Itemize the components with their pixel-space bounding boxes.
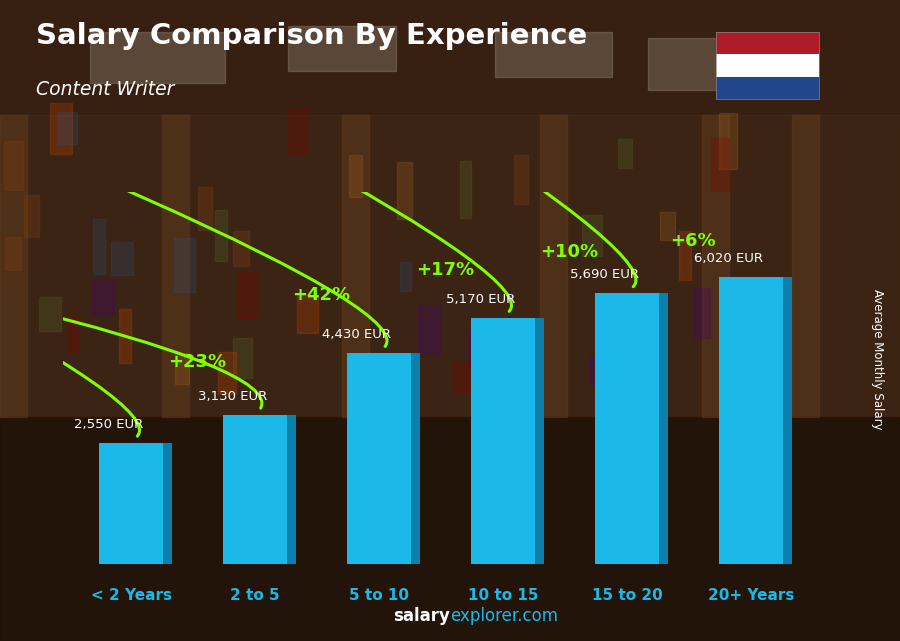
Text: +23%: +23% [168,353,227,371]
Text: Salary Comparison By Experience: Salary Comparison By Experience [36,22,587,51]
Text: explorer.com: explorer.com [450,607,558,625]
Bar [4,140,23,190]
Bar [590,355,605,385]
Bar [94,219,104,274]
Bar [288,26,396,71]
Bar [238,272,257,319]
Text: 10 to 15: 10 to 15 [468,588,538,603]
Bar [40,297,61,331]
Polygon shape [659,293,668,564]
Bar [198,187,212,229]
Text: 6,020 EUR: 6,020 EUR [694,252,763,265]
Text: +6%: +6% [670,232,716,250]
Bar [615,312,636,355]
Text: +17%: +17% [417,261,474,279]
Polygon shape [287,415,296,564]
Bar [346,353,411,564]
Text: salary: salary [393,607,450,625]
Bar [0,115,900,417]
Bar [595,293,659,564]
Text: Content Writer: Content Writer [36,80,175,99]
Bar [711,138,729,192]
Bar [716,54,819,77]
Bar [223,415,287,564]
Bar [460,161,471,218]
Bar [736,303,753,338]
Bar [648,38,747,90]
Bar [718,277,783,564]
Bar [162,115,189,417]
Bar [57,112,76,144]
Bar [111,242,133,275]
Bar [286,109,306,154]
FancyArrowPatch shape [0,0,511,312]
Text: +42%: +42% [292,287,350,304]
Bar [418,304,440,355]
Bar [792,115,819,417]
Bar [471,318,536,564]
Bar [716,77,819,99]
Bar [5,237,21,270]
Bar [175,238,194,292]
Bar [540,115,567,417]
Bar [617,139,632,169]
Bar [454,360,471,392]
Text: 2 to 5: 2 to 5 [230,588,280,603]
Bar [342,115,369,417]
Bar [397,162,412,219]
Bar [702,115,729,417]
Polygon shape [536,318,544,564]
Bar [297,296,318,333]
Bar [719,113,736,169]
Bar [514,154,527,204]
Bar [495,32,612,77]
Bar [0,0,900,115]
Bar [637,317,650,348]
Text: 5,170 EUR: 5,170 EUR [446,293,516,306]
Bar [0,115,27,417]
Text: 2,550 EUR: 2,550 EUR [74,418,143,431]
Bar [468,329,482,367]
Bar [400,262,411,292]
Bar [582,215,602,256]
Bar [215,210,228,261]
Polygon shape [411,353,420,564]
Bar [233,231,248,266]
Bar [99,442,164,564]
Bar [716,32,819,54]
Text: 5 to 10: 5 to 10 [349,588,409,603]
Bar [218,353,236,394]
Text: Average Monthly Salary: Average Monthly Salary [871,288,884,429]
Text: 3,130 EUR: 3,130 EUR [198,390,267,403]
Bar [68,316,79,353]
Bar [90,32,225,83]
Bar [694,288,710,338]
Bar [50,103,72,154]
Text: +10%: +10% [540,243,598,261]
Text: 20+ Years: 20+ Years [707,588,794,603]
Polygon shape [164,442,172,564]
FancyArrowPatch shape [0,0,636,287]
Bar [349,155,362,197]
Bar [679,231,691,279]
FancyArrowPatch shape [0,0,140,436]
Text: 15 to 20: 15 to 20 [591,588,662,603]
Bar [0,417,900,641]
Bar [92,279,113,315]
FancyArrowPatch shape [0,0,262,408]
Text: < 2 Years: < 2 Years [91,588,172,603]
Bar [24,195,39,237]
Bar [120,310,130,363]
Bar [175,353,189,383]
Polygon shape [783,277,792,564]
Text: 4,430 EUR: 4,430 EUR [322,328,392,341]
FancyArrowPatch shape [0,0,387,346]
Bar [661,212,675,240]
Text: 5,690 EUR: 5,690 EUR [570,268,639,281]
Bar [233,338,252,378]
